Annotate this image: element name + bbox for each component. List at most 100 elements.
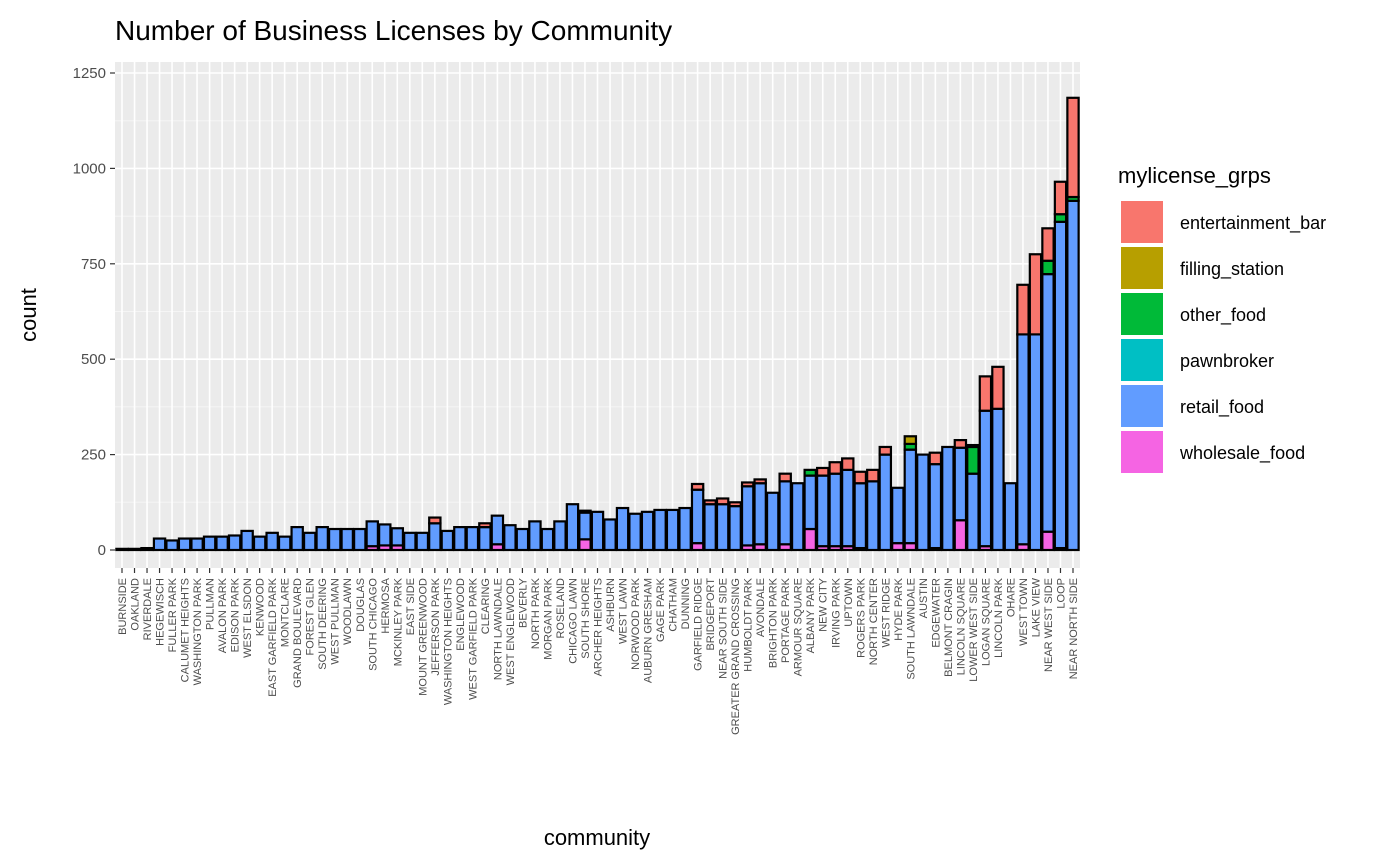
bar-segment-retail-food bbox=[891, 486, 905, 545]
bar-segment-entertainment-bar bbox=[866, 468, 880, 483]
bar-segment-entertainment-bar bbox=[1053, 180, 1068, 216]
bar-segment-retail-food bbox=[953, 446, 968, 522]
y-tick-label: 1000 bbox=[73, 160, 106, 177]
bar-segment-retail-food bbox=[1028, 333, 1043, 552]
x-tick-label: OAKLAND bbox=[130, 578, 142, 631]
x-tick-label: UPTOWN bbox=[843, 578, 855, 627]
bar-segment-retail-food bbox=[978, 409, 993, 548]
bar-segment-retail-food bbox=[515, 527, 530, 552]
bar-segment-entertainment-bar bbox=[728, 501, 742, 508]
x-tick-label: SOUTH LAWNDALE bbox=[905, 578, 917, 680]
bar-segment-entertainment-bar bbox=[966, 443, 980, 449]
bar-segment-retail-food bbox=[415, 531, 430, 552]
bar-segment-entertainment-bar bbox=[816, 466, 830, 477]
x-tick-label: ROGERS PARK bbox=[855, 577, 867, 658]
y-tick-label: 750 bbox=[81, 256, 106, 273]
bar-segment-retail-food bbox=[365, 520, 379, 548]
x-tick-label: CHICAGO LAWN bbox=[567, 578, 579, 664]
bar-segment-retail-food bbox=[841, 468, 855, 548]
x-tick-label: MOUNT GREENWOOD bbox=[417, 578, 429, 696]
x-tick-label: ARCHER HEIGHTS bbox=[593, 578, 605, 676]
y-axis: 0 250 500 750 1000 1250 bbox=[73, 65, 115, 559]
bar-segment-retail-food bbox=[152, 537, 167, 552]
x-tick-label: WASHINGTON HEIGHTS bbox=[442, 578, 454, 705]
bar-segment-retail-food bbox=[853, 482, 868, 550]
bar-segment-retail-food bbox=[765, 491, 780, 552]
bar-segment-retail-food bbox=[1053, 220, 1068, 550]
x-tick-label: AUSTIN bbox=[918, 578, 930, 618]
x-tick-label: CALUMET HEIGHTS bbox=[180, 578, 192, 682]
x-tick-label: EDGEWATER bbox=[930, 578, 942, 648]
bar-segment-retail-food bbox=[790, 482, 805, 552]
bar-segment-retail-food bbox=[503, 524, 517, 552]
x-tick-label: SOUTH SHORE bbox=[580, 578, 592, 659]
x-tick-label: BURNSIDE bbox=[117, 578, 129, 635]
bar-segment-retail-food bbox=[227, 534, 242, 552]
x-tick-label: ENGLEWOOD bbox=[455, 578, 467, 651]
bar-segment-other-food bbox=[1053, 213, 1068, 223]
bar-segment-retail-food bbox=[690, 488, 705, 545]
x-tick-label: DOUGLAS bbox=[355, 578, 367, 632]
y-tick-label: 1250 bbox=[73, 65, 106, 82]
bar-segment-retail-food bbox=[565, 503, 580, 552]
x-tick-label: NEW CITY bbox=[818, 577, 830, 631]
x-tick-label: WEST ENGLEWOOD bbox=[505, 578, 517, 685]
bar-segment-retail-food bbox=[628, 512, 642, 552]
x-tick-label: WASHINGTON PARK bbox=[192, 577, 204, 685]
y-axis-title: count bbox=[16, 288, 41, 342]
x-tick-label: FOREST GLEN bbox=[305, 578, 317, 655]
x-tick-label: BELMONT CRAGIN bbox=[943, 578, 955, 677]
bar-segment-retail-food bbox=[640, 510, 655, 552]
bar-segment-entertainment-bar bbox=[578, 509, 592, 514]
x-tick-label: ASHBURN bbox=[605, 578, 617, 632]
x-tick-label: JEFFERSON PARK bbox=[430, 577, 442, 675]
bar-segment-retail-food bbox=[665, 508, 680, 552]
x-tick-label: WEST LAWN bbox=[618, 578, 630, 644]
x-tick-label: NEAR SOUTH SIDE bbox=[718, 578, 730, 679]
bar-segment-entertainment-bar bbox=[991, 365, 1005, 410]
x-tick-label: WEST ELSDON bbox=[242, 578, 254, 658]
x-tick-label: LINCOLN PARK bbox=[993, 577, 1005, 658]
x-tick-label: GAGE PARK bbox=[655, 577, 667, 642]
bar-segment-entertainment-bar bbox=[1066, 96, 1080, 199]
x-tick-label: AVALON PARK bbox=[217, 577, 229, 653]
x-tick-label: HYDE PARK bbox=[893, 577, 905, 640]
x-tick-label: NORTH PARK bbox=[530, 577, 542, 649]
x-tick-label: GARFIELD RIDGE bbox=[693, 578, 705, 671]
bar-segment-entertainment-bar bbox=[478, 522, 492, 529]
x-tick-label: BEVERLY bbox=[517, 577, 529, 628]
bar-segment-retail-food bbox=[252, 535, 267, 552]
x-tick-label: ARMOUR SQUARE bbox=[793, 578, 805, 676]
bar-segment-retail-food bbox=[340, 527, 354, 552]
bar-segment-wholesale-food bbox=[953, 519, 968, 552]
bar-segment-retail-food bbox=[290, 526, 304, 552]
legend-key-entertainment-bar bbox=[1119, 199, 1165, 245]
y-tick-label: 250 bbox=[81, 447, 106, 464]
x-tick-label: OHARE bbox=[1005, 578, 1017, 617]
bar-segment-entertainment-bar bbox=[853, 470, 868, 485]
legend-label: pawnbroker bbox=[1180, 351, 1274, 371]
legend-label: retail_food bbox=[1180, 397, 1264, 418]
x-tick-label: MCKINLEY PARK bbox=[392, 577, 404, 666]
legend: mylicense_grps entertainment_bar filling_… bbox=[1118, 163, 1326, 475]
bar-segment-retail-food bbox=[202, 535, 217, 552]
legend-key-other-food bbox=[1119, 291, 1165, 337]
bar-segment-entertainment-bar bbox=[778, 472, 792, 483]
x-tick-label: EAST SIDE bbox=[405, 578, 417, 635]
bar-segment-retail-food bbox=[115, 547, 129, 552]
bar-segment-entertainment-bar bbox=[703, 499, 717, 506]
bar-segment-retail-food bbox=[866, 480, 880, 552]
bar-segment-retail-food bbox=[803, 474, 817, 531]
y-tick-label: 0 bbox=[98, 542, 106, 559]
x-tick-label: HUMBOLDT PARK bbox=[743, 577, 755, 671]
bar-segment-retail-food bbox=[1066, 199, 1080, 552]
bar-segment-filling-station bbox=[903, 435, 918, 446]
legend-title: mylicense_grps bbox=[1118, 163, 1271, 188]
bar-segment-retail-food bbox=[740, 485, 755, 547]
x-tick-label: SOUTH CHICAGO bbox=[367, 578, 379, 671]
x-tick-label: GRAND BOULEVARD bbox=[292, 578, 304, 688]
x-tick-label: WEST TOWN bbox=[1018, 578, 1030, 646]
bar-segment-retail-food bbox=[390, 527, 405, 547]
bar-segment-wholesale-food bbox=[803, 527, 817, 552]
